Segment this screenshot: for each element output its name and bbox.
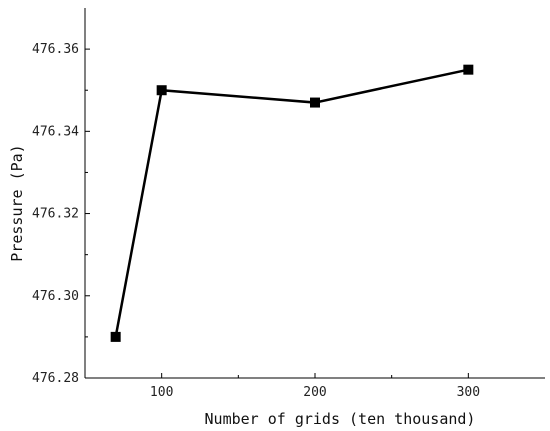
y-tick-label: 476.36 [32, 42, 79, 57]
data-point [463, 64, 474, 75]
data-point [156, 85, 167, 96]
y-tick-label: 476.32 [32, 207, 79, 222]
y-axis-ticks: 476.28 476.30 476.32 476.34 476.36 [32, 42, 90, 386]
y-tick-label: 476.28 [32, 371, 79, 386]
series-line [114, 68, 469, 338]
series-markers [110, 64, 474, 342]
plot-area: 476.28 476.30 476.32 476.34 476.36 100 200 300 [32, 8, 545, 400]
data-point [310, 97, 320, 108]
x-axis-ticks: 100 200 300 [150, 373, 480, 400]
y-tick-label: 476.34 [32, 124, 79, 139]
x-tick-label: 300 [457, 385, 480, 400]
x-tick-label: 200 [303, 385, 326, 400]
data-point [110, 331, 121, 342]
x-tick-label: 100 [150, 385, 173, 400]
y-axis-title: Pressure (Pa) [8, 144, 26, 261]
y-tick-label: 476.30 [32, 289, 79, 304]
x-axis-title: Number of grids (ten thousand) [205, 410, 476, 428]
